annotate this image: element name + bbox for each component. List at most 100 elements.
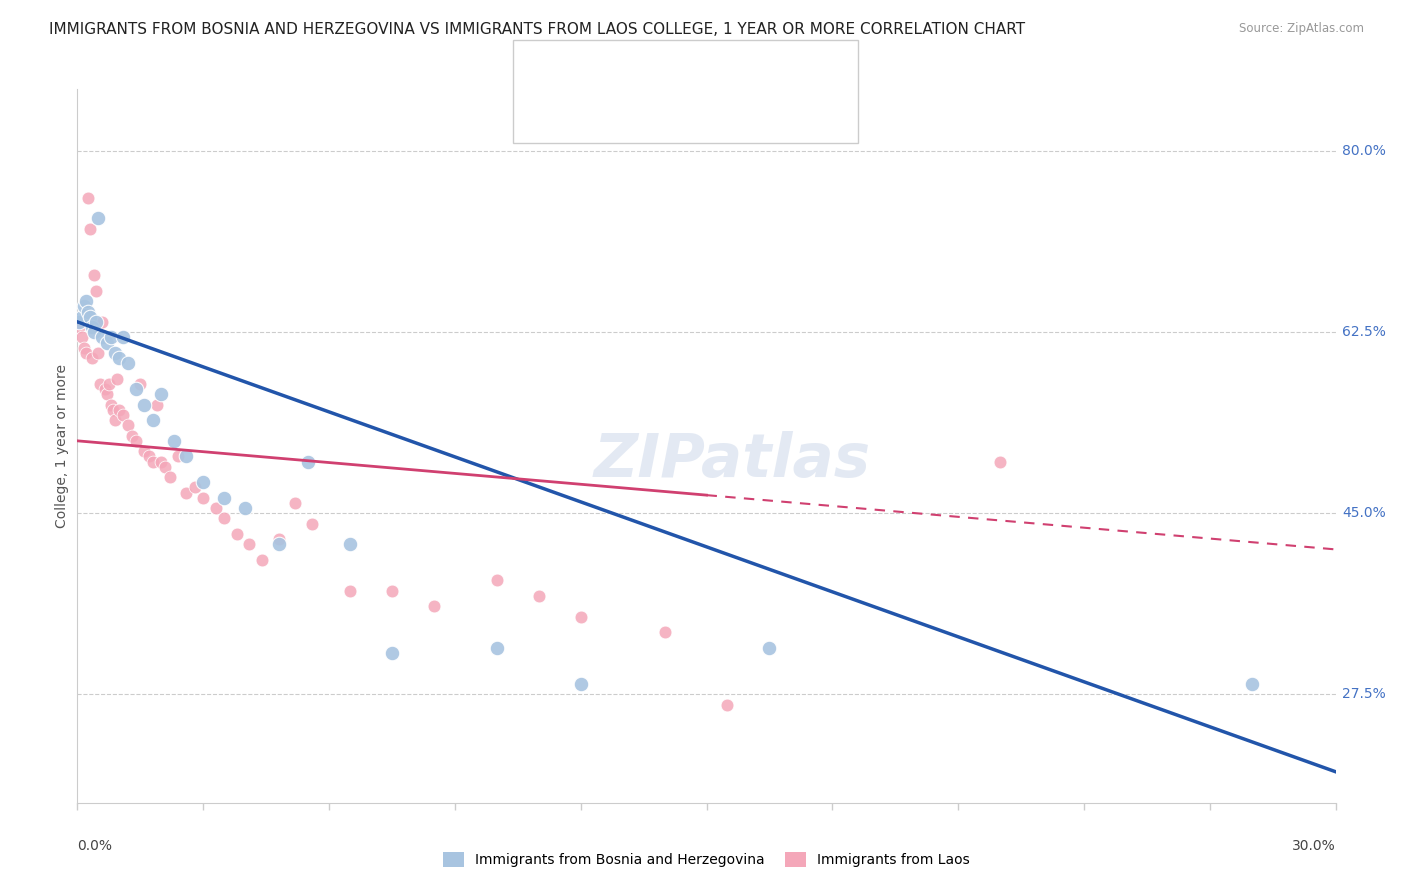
Text: N =: N = [665,103,709,119]
Point [150,387,173,401]
Point [654,625,676,640]
Point [87,211,110,226]
Text: 73: 73 [707,103,728,119]
Point [84,284,107,298]
Point [101,402,124,417]
Point [301,516,323,531]
Point [159,470,181,484]
Point [212,491,235,505]
Text: IMMIGRANTS FROM BOSNIA AND HERZEGOVINA VS IMMIGRANTS FROM LAOS COLLEGE, 1 YEAR O: IMMIGRANTS FROM BOSNIA AND HERZEGOVINA V… [49,22,1025,37]
Point [104,346,127,360]
Point [138,450,160,464]
Point [96,387,118,401]
Point [72,299,94,313]
Point [87,346,110,360]
Point [75,346,97,360]
Point [569,609,592,624]
Text: 30.0%: 30.0% [1292,839,1336,853]
Point [238,537,260,551]
Point [167,450,190,464]
Point [76,191,98,205]
Point [204,501,226,516]
Text: 0.0%: 0.0% [77,839,112,853]
Point [79,310,101,324]
Point [163,434,186,448]
Point [250,553,273,567]
Point [97,376,120,391]
Point [105,372,128,386]
Point [125,382,148,396]
Text: -0.660: -0.660 [595,55,650,70]
Point [155,459,177,474]
Point [80,351,103,365]
Legend: Immigrants from Bosnia and Herzegovina, Immigrants from Laos: Immigrants from Bosnia and Herzegovina, … [443,853,970,867]
Point [176,450,198,464]
Point [134,444,156,458]
Point [129,376,152,391]
Point [381,646,404,660]
Point [150,454,173,468]
Point [339,583,361,598]
Point [267,532,290,546]
Text: 39: 39 [707,55,728,70]
Point [100,398,122,412]
Text: 80.0%: 80.0% [1341,145,1386,158]
Point [1240,677,1263,691]
Point [108,351,131,365]
Text: 45.0%: 45.0% [1341,507,1386,520]
Point [84,315,107,329]
Point [485,640,508,655]
Point [70,310,93,324]
Point [142,413,165,427]
Point [125,434,148,448]
Text: 62.5%: 62.5% [1341,326,1386,339]
Point [527,589,550,603]
Point [423,599,446,614]
Point [93,382,115,396]
Point [988,454,1011,468]
Point [212,511,235,525]
Point [91,330,114,344]
Point [80,320,103,334]
Point [284,496,307,510]
Point [569,677,592,691]
Point [191,475,215,490]
Point [716,698,738,712]
Point [91,315,114,329]
Point [225,527,247,541]
Y-axis label: College, 1 year or more: College, 1 year or more [55,364,69,528]
Point [191,491,215,505]
Point [176,485,198,500]
Point [381,583,404,598]
Point [67,320,90,334]
Text: 27.5%: 27.5% [1341,687,1386,701]
Point [100,330,122,344]
Text: Source: ZipAtlas.com: Source: ZipAtlas.com [1239,22,1364,36]
Point [134,398,156,412]
Point [112,408,135,422]
Point [146,398,169,412]
Text: N =: N = [665,55,709,70]
Point [117,418,139,433]
Point [83,268,105,283]
Point [485,574,508,588]
Point [75,294,97,309]
Text: R =: R = [562,103,600,119]
Point [76,304,98,318]
Point [67,315,90,329]
Text: R =: R = [562,55,596,70]
Point [79,222,101,236]
Point [96,335,118,350]
Point [72,341,94,355]
Point [339,537,361,551]
Point [184,480,207,494]
Point [117,356,139,370]
Point [104,413,127,427]
Point [108,402,131,417]
Point [297,454,319,468]
Point [70,330,93,344]
Point [233,501,256,516]
Point [121,428,143,442]
Point [89,376,111,391]
Text: -0.123: -0.123 [595,103,650,119]
